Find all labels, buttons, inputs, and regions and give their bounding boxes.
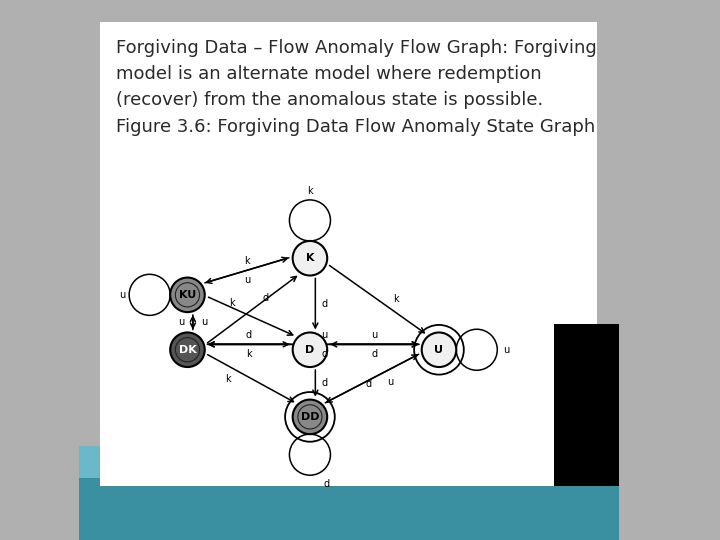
Text: u: u: [387, 376, 393, 387]
Text: (recover) from the anomalous state is possible.: (recover) from the anomalous state is po…: [117, 91, 544, 109]
Bar: [554, 324, 618, 486]
Text: d: d: [322, 379, 328, 388]
Text: model is an alternate model where redemption: model is an alternate model where redemp…: [117, 65, 542, 83]
Text: u: u: [372, 329, 377, 340]
Text: u: u: [503, 345, 510, 355]
Text: u: u: [120, 290, 126, 300]
Circle shape: [422, 333, 456, 367]
Text: U: U: [434, 345, 444, 355]
Text: d: d: [372, 349, 377, 359]
Text: d: d: [322, 299, 328, 309]
Text: KU: KU: [179, 290, 196, 300]
Bar: [78, 446, 618, 478]
Circle shape: [176, 338, 199, 362]
Circle shape: [292, 333, 327, 367]
Text: k: k: [246, 349, 251, 359]
Text: d: d: [321, 349, 327, 359]
Text: u: u: [178, 318, 184, 327]
Text: u: u: [244, 275, 250, 285]
Text: DD: DD: [301, 412, 319, 422]
Circle shape: [176, 283, 199, 307]
Text: k: k: [393, 294, 399, 303]
Circle shape: [298, 405, 322, 429]
Text: d: d: [323, 480, 329, 489]
Circle shape: [292, 400, 327, 434]
Text: Figure 3.6: Forgiving Data Flow Anomaly State Graph: Figure 3.6: Forgiving Data Flow Anomaly …: [117, 118, 595, 136]
Text: Forgiving Data – Flow Anomaly Flow Graph: Forgiving: Forgiving Data – Flow Anomaly Flow Graph…: [117, 39, 597, 57]
Text: k: k: [244, 255, 250, 266]
Text: k: k: [230, 299, 235, 308]
Text: d: d: [366, 379, 372, 389]
Bar: [78, 478, 618, 540]
Text: d: d: [246, 329, 252, 340]
Text: u: u: [202, 318, 208, 327]
Text: DK: DK: [179, 345, 197, 355]
Circle shape: [170, 278, 204, 312]
Circle shape: [292, 241, 327, 275]
Text: k: k: [307, 186, 312, 195]
Text: D: D: [305, 345, 315, 355]
Text: u: u: [321, 329, 327, 340]
Text: k: k: [225, 374, 230, 384]
Bar: [100, 22, 597, 486]
Circle shape: [170, 333, 204, 367]
Text: d: d: [262, 293, 269, 302]
Text: K: K: [306, 253, 314, 263]
